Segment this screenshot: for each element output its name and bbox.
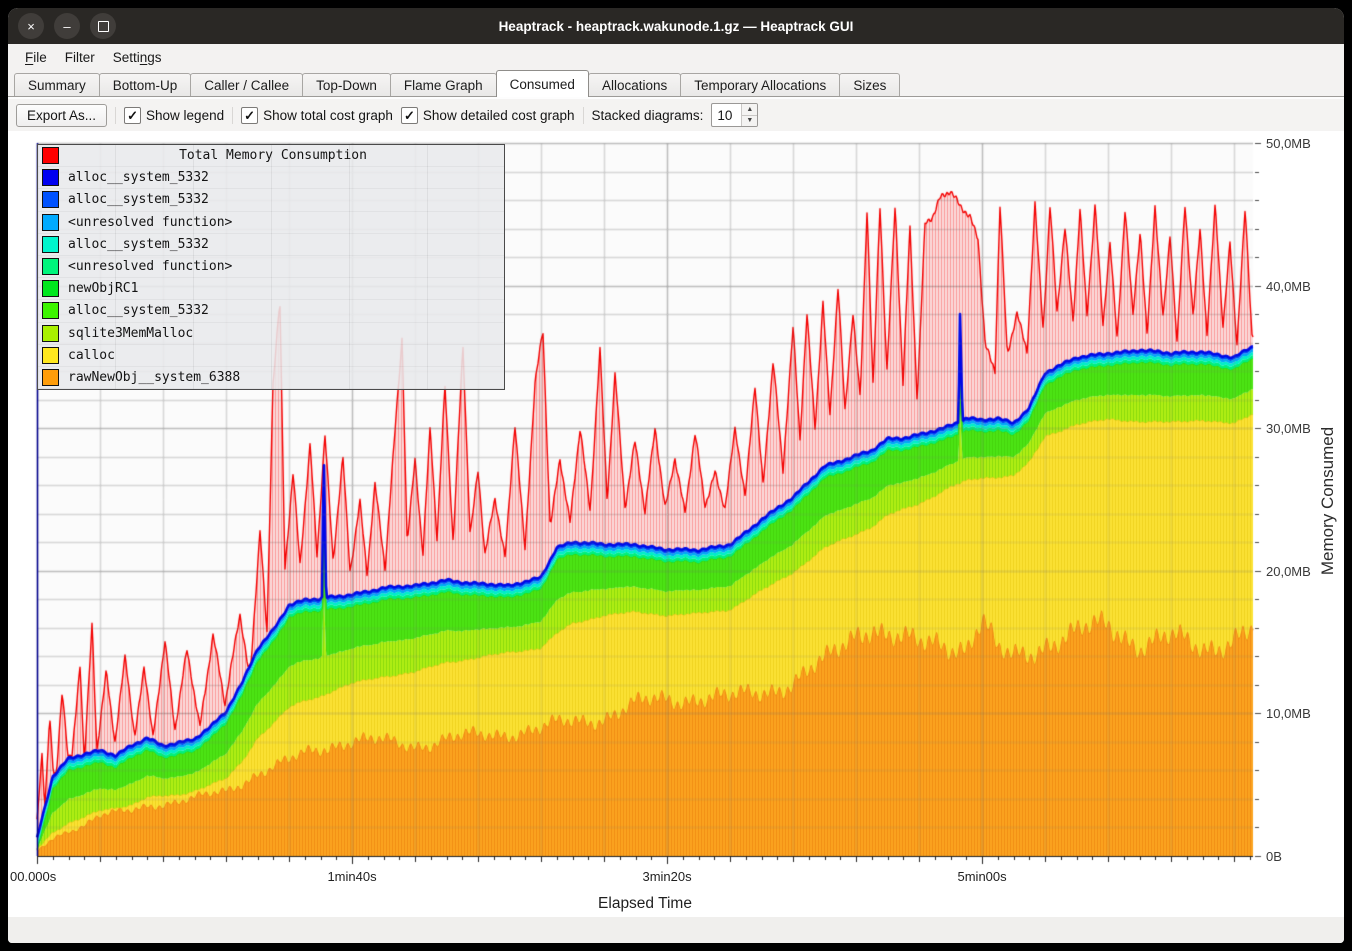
- maximize-button[interactable]: [90, 13, 116, 39]
- app-window: × – Heaptrack - heaptrack.wakunode.1.gz …: [8, 8, 1344, 943]
- show-total-cost-checkbox[interactable]: ✓ Show total cost graph: [241, 106, 393, 124]
- legend-row: alloc__system_5332: [38, 300, 504, 323]
- close-icon: ×: [27, 18, 35, 34]
- window-title: Heaptrack - heaptrack.wakunode.1.gz — He…: [498, 18, 854, 34]
- stacked-diagrams-label: Stacked diagrams:: [591, 107, 704, 123]
- spin-down-arrow-icon[interactable]: ▼: [742, 115, 758, 126]
- legend-label: <unresolved function>: [68, 259, 233, 275]
- x-axis-title: Elapsed Time: [598, 895, 692, 912]
- show-legend-checkbox[interactable]: ✓ Show legend: [124, 106, 225, 124]
- toolbar: Export As... ✓ Show legend ✓ Show total …: [8, 97, 1344, 131]
- legend-row: rawNewObj__system_6388: [38, 367, 504, 390]
- close-button[interactable]: ×: [18, 13, 44, 39]
- checkbox-checked-icon: ✓: [400, 106, 418, 124]
- menu-item-file[interactable]: File: [25, 49, 47, 65]
- legend-swatch-icon: [42, 258, 59, 276]
- title-bar: × – Heaptrack - heaptrack.wakunode.1.gz …: [8, 8, 1344, 44]
- y-axis-title: Memory Consumed: [1318, 426, 1337, 576]
- legend-swatch-icon: [42, 213, 59, 231]
- tab-temporary-allocations[interactable]: Temporary Allocations: [680, 73, 841, 96]
- y-axis-tick-label: 40,0MB: [1266, 278, 1311, 294]
- show-detailed-cost-checkbox[interactable]: ✓ Show detailed cost graph: [400, 106, 575, 124]
- legend-label: rawNewObj__system_6388: [68, 369, 241, 385]
- legend-swatch-icon: [42, 302, 59, 320]
- tab-flame-graph[interactable]: Flame Graph: [389, 73, 497, 96]
- legend-swatch-icon: [42, 346, 59, 364]
- consumed-chart-panel: Total Memory Consumption alloc__system_53…: [8, 131, 1344, 917]
- legend-row: sqlite3MemMalloc: [38, 323, 504, 345]
- minimize-button[interactable]: –: [54, 13, 80, 39]
- legend-swatch-icon: [42, 169, 59, 187]
- legend-row: newObjRC1: [38, 278, 504, 301]
- menu-item-settings[interactable]: Settings: [112, 49, 162, 65]
- x-axis-tick-label: 1min40s: [327, 869, 377, 884]
- y-axis-tick-label: 20,0MB: [1266, 563, 1311, 579]
- checkbox-label: Show total cost graph: [263, 107, 393, 123]
- legend-row: <unresolved function>: [38, 212, 504, 234]
- legend-label: alloc__system_5332: [68, 192, 209, 208]
- legend-swatch-icon: [42, 324, 59, 342]
- checkbox-label: Show legend: [146, 107, 225, 123]
- legend-row: <unresolved function>: [38, 256, 504, 279]
- y-axis-tick-label: 0B: [1266, 849, 1282, 864]
- x-axis-tick-label: 3min20s: [642, 869, 692, 884]
- x-axis-tick-label: 00.000s: [10, 869, 57, 884]
- tab-caller-callee[interactable]: Caller / Callee: [190, 73, 304, 96]
- checkbox-checked-icon: ✓: [124, 106, 142, 124]
- menu-item-filter[interactable]: Filter: [64, 49, 95, 65]
- legend-swatch-icon: [42, 235, 59, 253]
- legend-label: newObjRC1: [68, 281, 139, 297]
- y-axis-tick-label: 30,0MB: [1266, 421, 1311, 437]
- legend-label: Total Memory Consumption: [179, 148, 367, 164]
- legend-label: <unresolved function>: [68, 214, 233, 230]
- legend-swatch-icon: [42, 147, 59, 165]
- tab-bottom-up[interactable]: Bottom-Up: [98, 73, 192, 96]
- toolbar-separator: [232, 106, 234, 124]
- minimize-icon: –: [63, 18, 71, 34]
- chart-legend: Total Memory Consumption alloc__system_53…: [37, 144, 505, 390]
- legend-swatch-icon: [42, 280, 59, 298]
- legend-swatch-icon: [42, 191, 59, 209]
- export-as-button[interactable]: Export As...: [16, 103, 108, 127]
- legend-label: alloc__system_5332: [68, 170, 209, 186]
- status-strip: [8, 916, 1344, 943]
- y-axis-tick-label: 50,0MB: [1266, 136, 1311, 151]
- tab-summary[interactable]: Summary: [14, 73, 100, 96]
- legend-row: alloc__system_5332: [38, 189, 504, 212]
- legend-label: calloc: [68, 347, 115, 363]
- checkbox-checked-icon: ✓: [241, 106, 259, 124]
- legend-label: alloc__system_5332: [68, 236, 209, 252]
- tab-consumed[interactable]: Consumed: [495, 70, 589, 97]
- toolbar-separator: [115, 106, 117, 124]
- x-axis-tick-label: 5min00s: [957, 869, 1007, 884]
- menu-bar: File Filter Settings: [8, 44, 1344, 70]
- spin-up-arrow-icon[interactable]: ▲: [742, 104, 758, 116]
- stacked-diagrams-spinbox[interactable]: 10 ▲ ▼: [711, 103, 759, 127]
- tab-top-down[interactable]: Top-Down: [302, 73, 391, 96]
- legend-swatch-icon: [42, 368, 59, 386]
- legend-row: alloc__system_5332: [38, 234, 504, 256]
- toolbar-separator: [582, 106, 584, 124]
- legend-label: sqlite3MemMalloc: [68, 325, 194, 341]
- tab-bar: Summary Bottom-Up Caller / Callee Top-Down F…: [8, 70, 1344, 97]
- checkbox-label: Show detailed cost graph: [422, 107, 575, 123]
- legend-row: Total Memory Consumption: [38, 145, 504, 168]
- tab-sizes[interactable]: Sizes: [839, 73, 901, 96]
- stacked-diagrams-value[interactable]: 10: [717, 107, 733, 123]
- y-axis-tick-label: 10,0MB: [1266, 706, 1311, 722]
- legend-label: alloc__system_5332: [68, 303, 209, 319]
- legend-row: alloc__system_5332: [38, 167, 504, 190]
- maximize-icon: [97, 20, 109, 32]
- tab-allocations[interactable]: Allocations: [587, 73, 682, 96]
- legend-row: calloc: [38, 345, 504, 367]
